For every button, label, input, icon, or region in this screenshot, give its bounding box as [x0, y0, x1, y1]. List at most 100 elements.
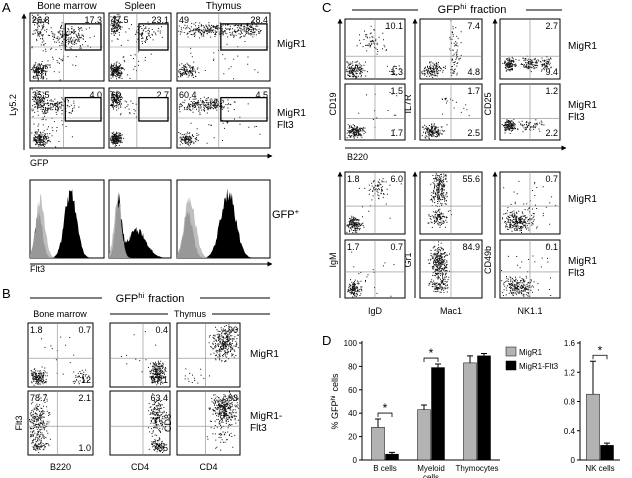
bar — [586, 393, 600, 461]
rich-label: GFPhi fraction — [438, 2, 507, 17]
quadrant-percent: 0.1 — [545, 242, 558, 252]
quadrant-percent: 6.0 — [390, 174, 403, 184]
label: Ly5.2 — [8, 94, 18, 116]
panel-letter: D — [322, 333, 331, 348]
quadrant-percent: 12 — [81, 375, 91, 385]
y-tick-label: 20 — [348, 433, 357, 442]
cell-events — [30, 336, 90, 386]
cell-events — [421, 20, 462, 78]
error-bar — [467, 355, 473, 363]
label: B220 — [347, 152, 368, 162]
quadrant-percent: 1.8 — [30, 325, 43, 335]
column-header: Thymus — [206, 1, 242, 12]
quadrant-percent: 49 — [179, 15, 189, 25]
cell-events — [148, 393, 168, 453]
x-tick-label: Thymocytes — [455, 464, 499, 473]
quadrant-percent: 90 — [228, 325, 238, 335]
quadrant-percent: 2.1 — [78, 393, 91, 403]
cell-events — [206, 391, 239, 451]
gate — [220, 23, 268, 51]
quadrant-percent: 35.5 — [32, 90, 50, 100]
column-header: Bone marrow — [37, 1, 97, 12]
quadrant-percent: 0.7 — [78, 325, 91, 335]
y-tick-label: 80 — [348, 362, 357, 371]
label: CD4 — [199, 462, 217, 472]
gate — [220, 96, 268, 122]
label: Flt3 — [14, 415, 24, 430]
label: IgD — [368, 306, 383, 316]
quadrant-percent: 1.8 — [347, 174, 360, 184]
row-label: MigR1 — [250, 349, 279, 360]
panel-letter: B — [2, 286, 11, 301]
quadrant-percent: 78.7 — [30, 393, 48, 403]
quadrant-percent: 55.6 — [462, 174, 480, 184]
label: CD8 — [163, 414, 173, 432]
significance-star: * — [383, 401, 388, 415]
legend-swatch — [505, 360, 517, 371]
row-label: MigR1 — [568, 41, 597, 52]
cell-events — [110, 90, 137, 147]
legend-swatch — [505, 346, 517, 357]
legend-label: MigR1-Flt3 — [519, 362, 559, 371]
rich-label: GFPhi fraction — [116, 291, 185, 306]
y-tick-label: 40 — [348, 409, 357, 418]
label: CD25 — [483, 92, 493, 115]
significance-bracket — [592, 354, 608, 360]
histogram-flt3 — [30, 189, 104, 258]
cell-events — [178, 96, 261, 147]
cell-events — [29, 393, 51, 454]
cell-events — [178, 20, 265, 80]
histogram-control — [30, 193, 104, 258]
label-part: fraction — [470, 4, 506, 16]
quadrant-percent: 60 — [111, 90, 121, 100]
quadrant-percent: 10.1 — [385, 21, 403, 31]
quadrant-percent: 0.4 — [155, 325, 168, 335]
row-label: Flt3 — [277, 120, 294, 131]
cell-events — [121, 331, 167, 386]
row-label: MigR1- — [250, 411, 282, 422]
row-label: Flt3 — [568, 112, 585, 123]
quadrant-percent: 0.7 — [545, 174, 558, 184]
superscript: hi — [330, 396, 337, 401]
group-header: Thymus — [174, 309, 207, 319]
panel-letter: C — [322, 0, 331, 15]
gate — [138, 23, 169, 51]
label: Gr1 — [403, 252, 413, 267]
bar — [417, 409, 431, 461]
plot-frame — [27, 322, 94, 388]
quadrant-percent: 47.5 — [111, 15, 129, 25]
cell-events — [427, 173, 452, 228]
quadrant-percent: 26.8 — [32, 15, 50, 25]
cell-events — [502, 55, 552, 73]
quadrant-percent: 2.2 — [545, 128, 558, 138]
label: NK1.1 — [517, 306, 542, 316]
cell-events — [502, 180, 557, 233]
cell-events — [346, 178, 402, 234]
x-tick-label: NK cells — [585, 464, 615, 473]
y-tick-label: 0 — [353, 456, 358, 465]
quadrant-percent: 4.8 — [467, 67, 480, 77]
cell-events — [31, 13, 95, 81]
label: IL7R — [403, 94, 413, 114]
y-tick-label: 60 — [348, 386, 357, 395]
quadrant-percent: 0.7 — [390, 242, 403, 252]
quadrant-percent: 1.5 — [390, 86, 403, 96]
label: CD49b — [483, 246, 493, 274]
quadrant-percent: 28.4 — [250, 15, 268, 25]
bar — [600, 445, 614, 461]
quadrant-percent: 1.7 — [347, 242, 360, 252]
label-part: GFP — [438, 4, 461, 16]
significance-star: * — [598, 343, 603, 357]
legend-label: MigR1 — [519, 348, 543, 357]
quadrant-percent: 35 — [158, 443, 168, 453]
row-label: Flt3 — [568, 268, 585, 279]
cell-events — [347, 251, 395, 298]
label: B220 — [50, 462, 71, 472]
bar — [371, 426, 385, 461]
label-part: % GFP — [330, 400, 340, 429]
error-bar — [590, 360, 596, 395]
gate — [138, 96, 169, 122]
quadrant-percent: 1.0 — [78, 443, 91, 453]
label: CD19 — [328, 92, 338, 115]
